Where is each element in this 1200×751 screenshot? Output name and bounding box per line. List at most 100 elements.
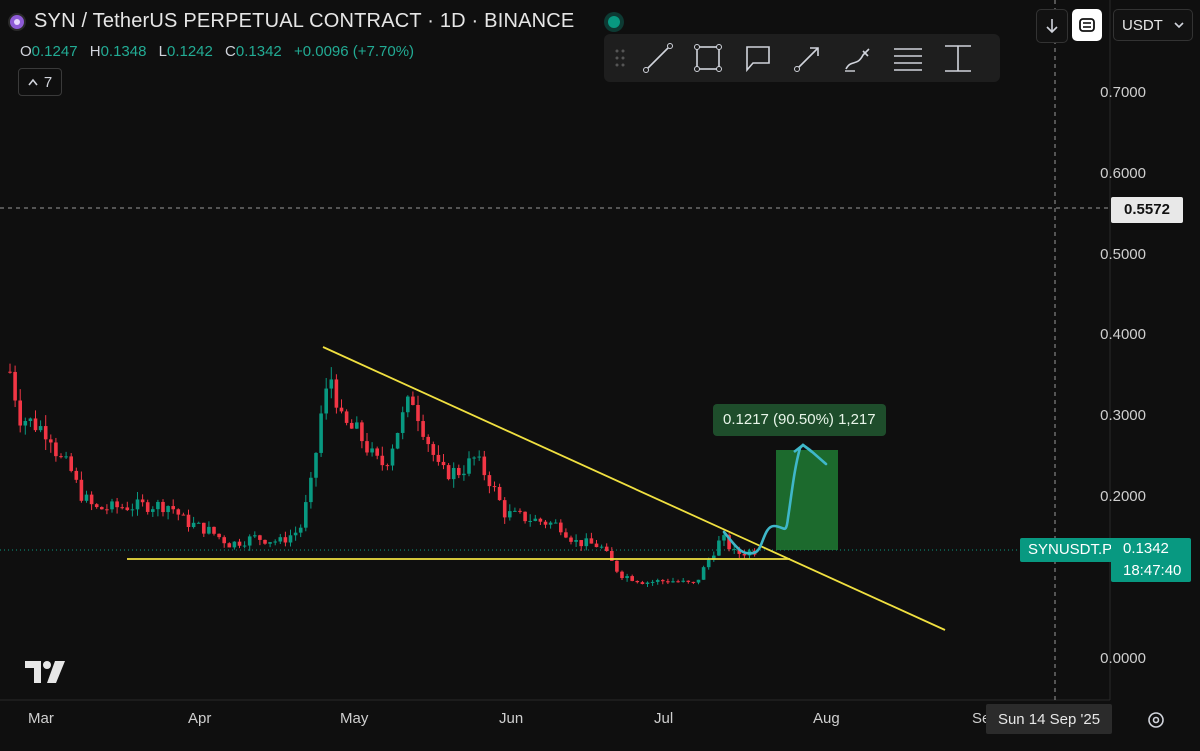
- price-label: 0.5000: [1100, 246, 1146, 263]
- drawing-toolbar: [604, 34, 1000, 82]
- fib-icon: [894, 48, 922, 71]
- candle-body: [309, 477, 313, 503]
- fib-tool-button[interactable]: [886, 38, 930, 78]
- candle-body: [247, 536, 252, 546]
- chevron-up-icon: [28, 78, 38, 86]
- currency-label: USDT: [1122, 16, 1163, 34]
- candle-body: [569, 537, 573, 542]
- candle-body: [717, 540, 721, 556]
- candle-body: [640, 582, 645, 584]
- candle-body: [513, 510, 517, 512]
- candle-body: [416, 404, 420, 422]
- candle-body: [370, 448, 374, 453]
- candle-body: [365, 441, 369, 453]
- candle-body: [411, 396, 415, 405]
- arrow-down-icon: [1046, 19, 1058, 34]
- candle-body: [518, 510, 522, 512]
- candle-body: [497, 486, 502, 501]
- candle-body: [661, 580, 665, 582]
- candle-body: [324, 388, 328, 414]
- high-value: 0.1348: [100, 43, 147, 60]
- candle-body: [538, 518, 543, 522]
- candle-body: [380, 455, 385, 466]
- candle-body: [191, 522, 196, 528]
- candle-body: [227, 543, 232, 548]
- callout-icon: [746, 46, 770, 73]
- settings-gear-icon[interactable]: [1146, 710, 1166, 730]
- open-key: O: [20, 43, 32, 60]
- drag-handle-icon[interactable]: [610, 46, 630, 70]
- symbol-price-tag: SYNUSDT.P: [1020, 538, 1121, 562]
- candle-body: [686, 580, 691, 582]
- candle-body: [186, 514, 191, 528]
- candle-body: [706, 559, 711, 568]
- time-label: Jun: [499, 710, 524, 727]
- candle-body: [722, 535, 726, 541]
- time-label: Apr: [188, 710, 212, 727]
- candle-body: [620, 571, 624, 579]
- candle-body: [166, 506, 170, 513]
- indicators-toggle-button[interactable]: 7: [18, 68, 62, 96]
- candle-body: [390, 448, 395, 466]
- candle-body: [553, 522, 558, 524]
- rectangle-tool-button[interactable]: [686, 38, 730, 78]
- candle-body: [446, 465, 451, 480]
- current-price: 0.1342: [1123, 540, 1169, 557]
- candle-body: [548, 522, 553, 525]
- auto-scale-icon: [1079, 18, 1095, 32]
- candle-body: [242, 545, 247, 547]
- candle-body: [472, 457, 476, 459]
- candle-body: [712, 555, 716, 560]
- candle-body: [502, 500, 507, 518]
- candle-body: [151, 509, 155, 512]
- callout-tool-button[interactable]: [736, 38, 780, 78]
- candle-body: [559, 522, 563, 533]
- tradingview-logo-icon[interactable]: [25, 659, 69, 685]
- candle-body: [482, 456, 487, 476]
- auto-scale-button[interactable]: [1072, 9, 1102, 41]
- measure-tool-button[interactable]: [936, 38, 980, 78]
- candle-body: [732, 548, 736, 550]
- candle-body: [100, 507, 104, 510]
- candle-body: [54, 442, 58, 457]
- candle-body: [89, 494, 94, 505]
- candle-body: [467, 458, 471, 474]
- candle-body: [23, 420, 28, 426]
- candle-body: [650, 581, 655, 583]
- target-box: [776, 450, 838, 550]
- candle-body: [406, 396, 410, 413]
- current-price-tag: 0.1342 18:47:40: [1111, 538, 1191, 582]
- candle-body: [258, 535, 262, 540]
- arrow-tool-button[interactable]: [786, 38, 830, 78]
- scroll-to-latest-button[interactable]: [1036, 9, 1068, 43]
- projection-arrow: [793, 443, 813, 454]
- low-key: L: [158, 43, 167, 60]
- candle-body: [273, 541, 277, 543]
- candle-body: [161, 501, 165, 513]
- candle-body: [349, 422, 354, 429]
- candle-body: [564, 532, 568, 538]
- candle-body: [232, 541, 237, 548]
- target-annotation[interactable]: 0.1217 (90.50%) 1,217: [713, 404, 886, 436]
- candle-body: [38, 426, 43, 431]
- candle-body: [344, 411, 349, 423]
- syn-logo-icon: [8, 12, 26, 31]
- candle-body: [176, 509, 181, 515]
- currency-select[interactable]: USDT: [1113, 9, 1193, 41]
- brush-tool-button[interactable]: [836, 38, 880, 78]
- candle-body: [222, 537, 226, 544]
- candle-body: [339, 407, 344, 412]
- indicators-count: 7: [43, 73, 53, 91]
- price-label: 0.7000: [1100, 84, 1146, 101]
- candle-body: [69, 456, 73, 471]
- candle-body: [701, 567, 706, 580]
- arrow-icon: [794, 47, 819, 72]
- candle-body: [110, 501, 114, 510]
- trendline-tool-button[interactable]: [636, 38, 680, 78]
- candle-body: [584, 538, 589, 547]
- candle-body: [696, 579, 701, 583]
- symbol-title[interactable]: SYN / TetherUS PERPETUAL CONTRACT · 1D ·…: [34, 10, 575, 32]
- market-status-icon[interactable]: [608, 15, 621, 28]
